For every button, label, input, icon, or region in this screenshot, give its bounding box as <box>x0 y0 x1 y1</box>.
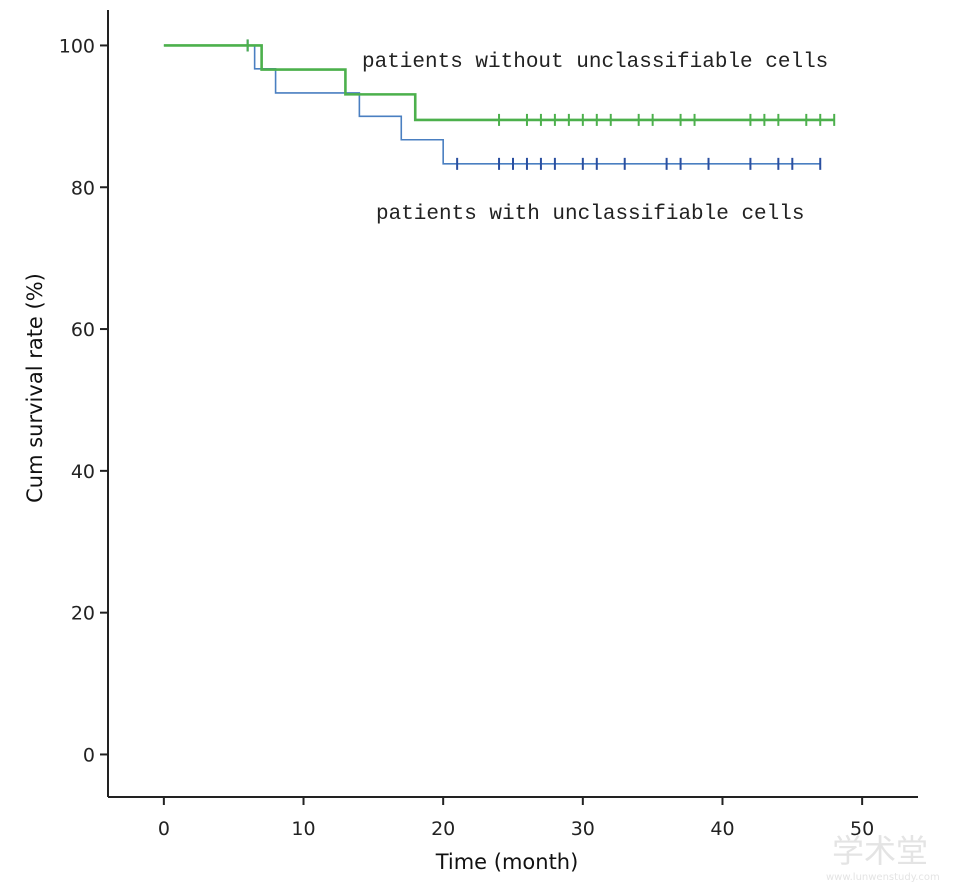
y-tick-label: 100 <box>59 35 95 57</box>
y-ticks: 0 20 40 60 80 100 <box>59 35 108 766</box>
x-tick-label: 10 <box>291 818 315 840</box>
survival-curve-1 <box>163 44 835 122</box>
y-axis-title: Cum survival rate (%) <box>23 273 47 503</box>
axes: 0 20 40 60 80 100 0 10 20 30 40 50 <box>59 10 918 840</box>
watermark-url: www.lunwenstudy.com <box>826 872 940 883</box>
y-tick-label: 40 <box>71 461 95 483</box>
y-tick-label: 60 <box>71 319 95 341</box>
x-tick-label: 0 <box>158 818 170 840</box>
x-tick-label: 40 <box>710 818 734 840</box>
x-tick-label: 20 <box>431 818 455 840</box>
x-axis-title: Time (month) <box>435 850 579 874</box>
series-1 <box>163 39 836 126</box>
series-layer <box>163 39 836 170</box>
survival-curve-0 <box>163 44 821 165</box>
x-tick-label: 50 <box>850 818 874 840</box>
x-tick-label: 30 <box>571 818 595 840</box>
x-ticks: 0 10 20 30 40 50 <box>158 797 874 840</box>
watermark-logo: 学术堂 <box>832 832 928 870</box>
y-tick-label: 20 <box>71 603 95 625</box>
annotation-with-unclassifiable: patients with unclassifiable cells <box>376 203 804 226</box>
y-tick-label: 80 <box>71 177 95 199</box>
annotation-without-unclassifiable: patients without unclassifiable cells <box>362 51 828 74</box>
y-tick-label: 0 <box>83 744 95 766</box>
